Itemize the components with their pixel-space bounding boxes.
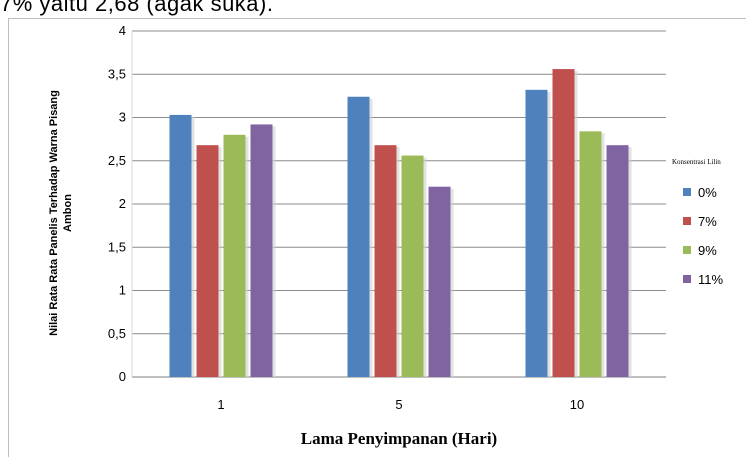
- y-tick-label: 4: [119, 23, 126, 38]
- bar: [196, 145, 219, 377]
- y-tick-label: 0,5: [108, 326, 126, 341]
- bar: [606, 145, 629, 377]
- bar: [374, 145, 397, 377]
- header-text: 7% yaitu 2,68 (agak suka).: [0, 0, 274, 16]
- bar: [401, 155, 424, 377]
- legend-entry-label: 0%: [698, 185, 717, 200]
- legend-swatch: [683, 246, 691, 254]
- legend-swatch: [683, 217, 691, 225]
- legend-entry-label: 9%: [698, 243, 717, 258]
- x-tick-label: 1: [217, 397, 224, 412]
- bar: [428, 186, 451, 377]
- y-axis-title: Nilai Rata Rata Panelis Terhadap Warna P…: [48, 90, 74, 336]
- bar: [525, 89, 548, 377]
- y-tick-label: 3: [119, 110, 126, 125]
- y-tick-label: 0: [119, 369, 126, 384]
- y-axis-title-line-2: Ambon: [62, 194, 74, 232]
- y-tick-label: 3,5: [108, 66, 126, 81]
- bar: [579, 131, 602, 377]
- y-tick-label: 2,5: [108, 153, 126, 168]
- bar: [169, 114, 192, 377]
- y-tick-label: 1,5: [108, 239, 126, 254]
- legend: 0% 7% 9% 11%: [683, 185, 723, 287]
- legend-entry-label: 11%: [698, 272, 723, 287]
- legend-swatch: [683, 275, 691, 283]
- x-tick-label: 10: [570, 397, 584, 412]
- bar: [552, 69, 575, 377]
- legend-title: Konsentrasi Lilin: [672, 158, 721, 166]
- x-tick-labels: 1 5 10: [217, 397, 584, 412]
- bar: [250, 124, 273, 377]
- y-tick-label: 2: [119, 196, 126, 211]
- bars: [169, 69, 632, 378]
- y-tick-labels: 0 0,5 1 1,5 2 2,5 3 3,5 4: [108, 23, 126, 384]
- legend-entry-label: 7%: [698, 214, 717, 229]
- y-tick-label: 1: [119, 283, 126, 298]
- x-tick-label: 5: [395, 397, 402, 412]
- bar: [347, 96, 370, 378]
- bar: [223, 134, 246, 377]
- chart-frame: [8, 18, 746, 457]
- y-axis-title-line-1: Nilai Rata Rata Panelis Terhadap Warna P…: [48, 90, 60, 336]
- legend-swatch: [683, 188, 691, 196]
- x-axis-title: Lama Penyimpanan (Hari): [301, 429, 497, 448]
